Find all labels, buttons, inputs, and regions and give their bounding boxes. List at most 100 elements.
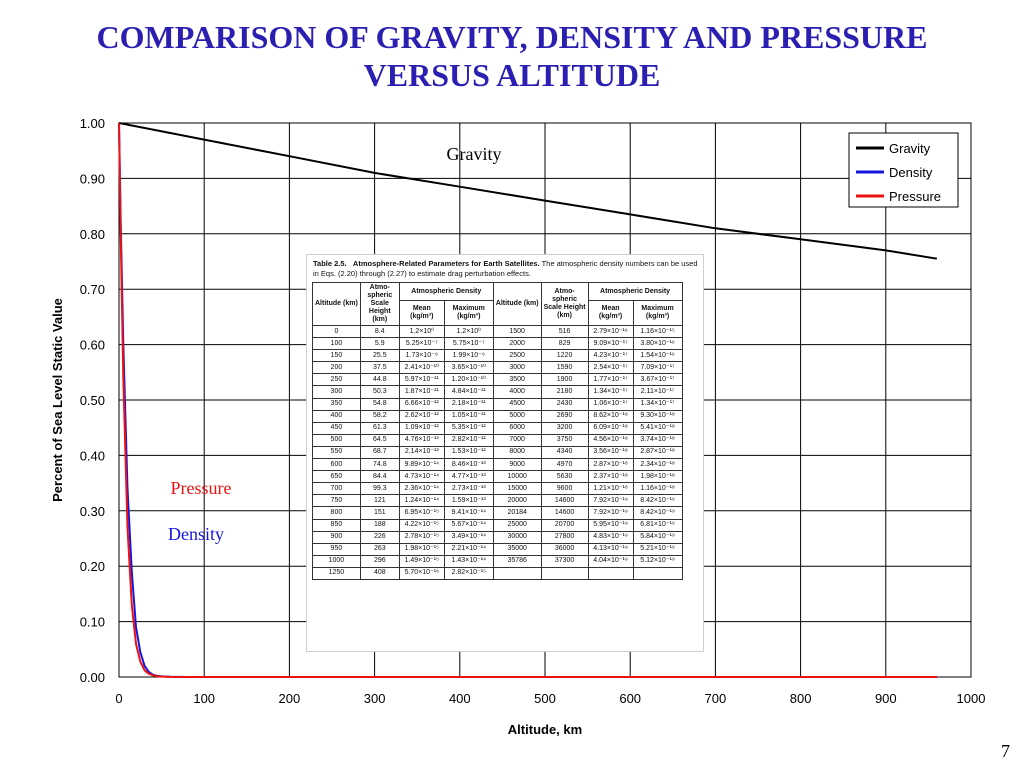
table-cell: 1.98×10⁻¹⁸	[632, 470, 683, 484]
table-cell	[492, 566, 542, 580]
table-cell: 6.09×10⁻¹⁸	[587, 421, 634, 435]
table-cell: 2.34×10⁻¹⁸	[632, 458, 683, 472]
table-cell: 2.79×10⁻¹⁶	[587, 324, 634, 339]
table-cell: 3000	[492, 361, 542, 375]
table-cell: 2690	[540, 409, 589, 423]
table-cell: 516	[540, 324, 589, 339]
table-cell: 37300	[540, 554, 589, 568]
table-cell: 25.5	[359, 349, 400, 363]
table-cell: 14600	[540, 494, 589, 508]
table-cell: 3.56×10⁻¹⁸	[587, 445, 634, 460]
table-cell: 6.66×10⁻¹²	[398, 397, 445, 411]
table-cell: 188	[359, 518, 400, 532]
table-cell: 1.73×10⁻⁹	[398, 349, 445, 363]
chart-ticks: 0 100 200 300 400 500 600 700 800 900 10000.000.10…	[80, 116, 986, 706]
table-cell: 0	[312, 324, 361, 339]
table-cell: 2.87×10⁻¹⁸	[632, 445, 683, 460]
table-row: 950 263 1.98×10⁻¹⁵ 2.21×10⁻¹⁴ 35000 36000 4.13…	[312, 542, 683, 556]
x-tick-label: 0	[115, 691, 122, 706]
legend-label-gravity: Gravity	[889, 141, 931, 156]
table-cell: 1.2×10⁰	[398, 324, 445, 339]
table-cell: 950	[312, 542, 361, 556]
table-cell: 1.16×10⁻¹⁸	[632, 482, 683, 496]
table-cell: 750	[312, 494, 361, 508]
table-cell: 5.97×10⁻¹¹	[398, 373, 445, 387]
slide-title-line1: COMPARISON OF GRAVITY, DENSITY AND PRESS…	[96, 19, 928, 55]
header-mean-2: Mean (kg/m³)	[587, 300, 634, 326]
table-cell: 350	[312, 397, 361, 411]
table-cell: 4340	[540, 445, 589, 460]
table-cell: 1.21×10⁻¹⁸	[587, 482, 634, 496]
table-cell: 25000	[492, 518, 542, 532]
table-cell: 121	[359, 494, 400, 508]
y-tick-label: 0.70	[80, 282, 105, 297]
table-cell: 5.9	[359, 337, 400, 351]
atmosphere-table-body: 0 8.4 1.2×10⁰ 1.2×10⁰ 1500 516 2.79×10⁻¹⁶ 1.16×…	[312, 324, 683, 580]
table-cell: 7000	[492, 433, 542, 447]
table-cell: 4.13×10⁻¹⁹	[587, 542, 634, 556]
table-cell: 20700	[540, 518, 589, 532]
table-cell: 4.04×10⁻¹⁹	[587, 554, 634, 568]
table-cell: 9.30×10⁻¹⁸	[632, 409, 683, 423]
table-cell: 4.83×10⁻¹⁹	[587, 530, 634, 544]
table-cell: 6.95×10⁻¹⁵	[398, 506, 445, 520]
y-axis-title: Percent of Sea Level Static Value	[50, 298, 65, 502]
table-cell: 2.78×10⁻¹⁵	[398, 530, 445, 544]
table-cell: 850	[312, 518, 361, 532]
annotation-density: Density	[168, 524, 224, 544]
table-cell: 74.8	[359, 458, 400, 472]
table-cell: 150	[312, 349, 361, 363]
table-cell: 3.65×10⁻¹⁰	[443, 361, 494, 375]
header-altitude-2: Altitude (km)	[492, 282, 542, 326]
table-row: 100 5.9 5.25×10⁻⁷ 5.75×10⁻⁷ 2000 829 9.09×10⁻¹…	[312, 337, 683, 351]
table-cell: 8.62×10⁻¹⁸	[587, 409, 634, 423]
header-altitude-1: Altitude (km)	[312, 282, 361, 326]
inset-caption: Table 2.5. Atmosphere-Related Parameters…	[307, 255, 703, 282]
table-cell: 7.09×10⁻¹⁷	[632, 361, 683, 375]
table-cell: 27800	[540, 530, 589, 544]
table-row: 450 61.3 1.09×10⁻¹² 5.35×10⁻¹² 6000 3200 6.09×…	[312, 421, 683, 435]
table-cell: 1.98×10⁻¹⁵	[398, 542, 445, 556]
table-cell: 400	[312, 409, 361, 423]
slide-title-line2: VERSUS ALTITUDE	[363, 57, 661, 93]
table-cell: 36000	[540, 542, 589, 556]
table-cell: 5.75×10⁻⁷	[443, 337, 494, 351]
table-cell: 7.92×10⁻¹⁹	[587, 494, 634, 508]
table-cell: 1.16×10⁻¹⁵	[632, 324, 683, 339]
table-cell: 5630	[540, 470, 589, 484]
x-tick-label: 800	[790, 691, 812, 706]
table-cell: 4000	[492, 385, 542, 399]
table-cell: 3.49×10⁻¹⁴	[443, 530, 494, 544]
table-row: 600 74.8 9.89×10⁻¹⁴ 8.46×10⁻¹³ 9000 4970 2.87×…	[312, 458, 683, 472]
table-cell: 3.67×10⁻¹⁷	[632, 373, 683, 387]
table-row: 400 58.2 2.62×10⁻¹² 1.05×10⁻¹¹ 5000 2690 8.62×…	[312, 409, 683, 423]
x-axis-title: Altitude, km	[508, 722, 582, 737]
table-cell: 30000	[492, 530, 542, 544]
table-cell: 1900	[540, 373, 589, 387]
table-cell: 550	[312, 445, 361, 460]
table-cell: 4970	[540, 458, 589, 472]
table-cell: 9.41×10⁻¹⁴	[443, 506, 494, 520]
table-cell: 8000	[492, 445, 542, 460]
table-cell: 84.4	[359, 470, 400, 484]
table-cell: 4.77×10⁻¹³	[443, 470, 494, 484]
table-cell: 6.81×10⁻¹⁹	[632, 518, 683, 532]
table-cell: 68.7	[359, 445, 400, 460]
table-cell: 1.34×10⁻¹⁷	[632, 397, 683, 411]
table-cell: 2180	[540, 385, 589, 399]
header-scale-height-2: Atmo-spheric Scale Height (km)	[540, 282, 589, 326]
table-cell: 3500	[492, 373, 542, 387]
annotation-pressure: Pressure	[171, 478, 232, 498]
table-cell: 14600	[540, 506, 589, 520]
table-cell: 2.73×10⁻¹³	[443, 482, 494, 496]
table-row: 0 8.4 1.2×10⁰ 1.2×10⁰ 1500 516 2.79×10⁻¹⁶ 1.16×…	[312, 324, 683, 339]
y-tick-label: 0.50	[80, 393, 105, 408]
table-cell: 1.34×10⁻¹⁷	[587, 385, 634, 399]
table-cell: 4.22×10⁻¹⁵	[398, 518, 445, 532]
table-cell: 20184	[492, 506, 542, 520]
x-tick-label: 900	[875, 691, 897, 706]
chart-legend: Gravity Density Pressure	[848, 132, 959, 208]
table-cell: 9600	[540, 482, 589, 496]
table-cell: 4.76×10⁻¹³	[398, 433, 445, 447]
table-row: 150 25.5 1.73×10⁻⁹ 1.99×10⁻⁹ 2500 1220 4.23×10…	[312, 349, 683, 363]
